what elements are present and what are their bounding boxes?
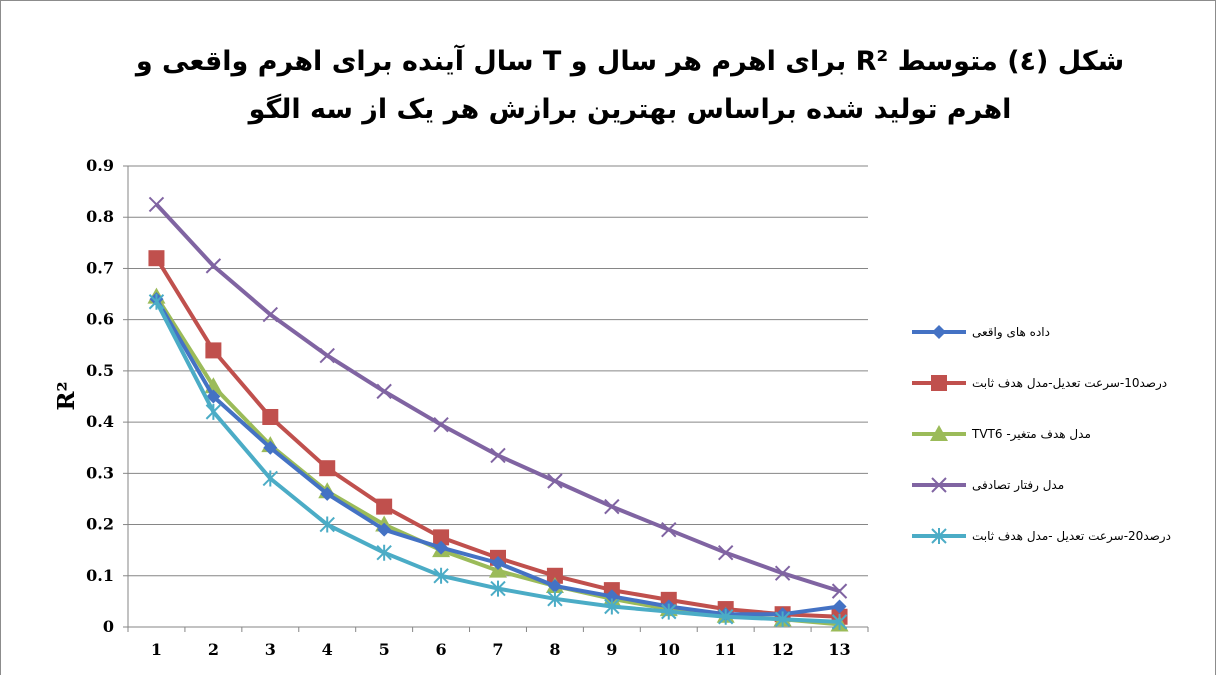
data-point bbox=[547, 590, 563, 607]
legend-marker bbox=[930, 425, 948, 441]
x-axis-ticks: 1 2 3 4 5 6 7 8 9 10 11 12 13 bbox=[127, 627, 869, 659]
legend: داده های واقعی درصد10-سرعت تعدیل-مدل هدف … bbox=[912, 325, 1171, 544]
data-point bbox=[433, 416, 449, 433]
x-tick-label: 2 bbox=[208, 640, 219, 659]
data-point bbox=[433, 567, 449, 584]
x-tick-label: 5 bbox=[379, 640, 390, 659]
data-point bbox=[148, 196, 165, 213]
x-tick-label: 4 bbox=[322, 640, 333, 659]
series-line bbox=[155, 203, 841, 594]
legend-marker bbox=[931, 375, 947, 391]
legend-label: درصد10-سرعت تعدیل-مدل هدف ثابت bbox=[972, 376, 1167, 391]
data-point bbox=[831, 613, 848, 630]
y-tick-label: 0.2 bbox=[86, 515, 114, 534]
data-point bbox=[433, 529, 450, 546]
data-point bbox=[604, 498, 620, 515]
x-tick-label: 13 bbox=[828, 640, 850, 659]
y-tick-label: 0.7 bbox=[86, 258, 114, 277]
data-point bbox=[774, 565, 791, 581]
data-point bbox=[604, 589, 619, 604]
series-group bbox=[147, 196, 849, 632]
y-tick-label: 0.6 bbox=[86, 310, 114, 329]
y-tick-label: 0.4 bbox=[86, 412, 114, 431]
data-point bbox=[376, 544, 392, 561]
data-point bbox=[262, 408, 279, 425]
x-tick-label: 11 bbox=[715, 640, 737, 659]
x-tick-label: 10 bbox=[658, 640, 680, 659]
data-point bbox=[491, 555, 505, 570]
data-point bbox=[319, 347, 335, 364]
data-point bbox=[320, 486, 335, 501]
chart-title: شكل (٤) متوسط R² برای اهرم هر سال و T سا… bbox=[135, 46, 1125, 125]
data-point bbox=[717, 608, 734, 625]
data-point bbox=[661, 603, 677, 620]
x-tick-label: 12 bbox=[771, 640, 793, 659]
data-point bbox=[490, 447, 506, 464]
data-point bbox=[717, 545, 734, 561]
legend-item: مدل رفتار تصادفی bbox=[912, 477, 1064, 493]
data-point bbox=[376, 383, 392, 400]
gridlines bbox=[128, 165, 868, 577]
legend-label: مدل رفتار تصادفی bbox=[972, 478, 1064, 493]
data-point bbox=[319, 460, 336, 477]
data-point bbox=[377, 522, 392, 537]
legend-label: داده های واقعی bbox=[972, 325, 1050, 340]
x-tick-label: 6 bbox=[436, 640, 447, 659]
y-axis-ticks: 0 0.1 0.2 0.3 0.4 0.5 0.6 0.7 0.8 0.9 bbox=[86, 156, 128, 636]
legend-item: درصد20-سرعت تعدیل -مدل هدف ثابت bbox=[912, 528, 1171, 544]
x-tick-label: 7 bbox=[492, 640, 503, 659]
legend-item: داده های واقعی bbox=[912, 325, 1050, 340]
data-point bbox=[205, 258, 222, 274]
data-point bbox=[205, 403, 222, 420]
data-point bbox=[263, 440, 278, 455]
legend-label: درصد20-سرعت تعدیل -مدل هدف ثابت bbox=[972, 529, 1171, 544]
data-point bbox=[546, 567, 563, 584]
x-tick-label: 9 bbox=[606, 640, 617, 659]
data-point bbox=[604, 598, 620, 615]
y-tick-label: 0.9 bbox=[86, 156, 114, 175]
data-point bbox=[148, 250, 165, 267]
y-tick-label: 0.1 bbox=[86, 566, 114, 585]
y-tick-label: 0.8 bbox=[86, 207, 114, 226]
y-axis-label: R² bbox=[53, 381, 80, 410]
data-point bbox=[206, 389, 221, 404]
data-point bbox=[547, 473, 563, 489]
legend-item: TVT6 -مدل هدف متغیر bbox=[912, 425, 1091, 442]
data-point bbox=[148, 293, 165, 310]
data-point bbox=[376, 498, 393, 515]
legend-marker bbox=[932, 325, 946, 339]
data-point bbox=[205, 342, 222, 359]
data-point bbox=[319, 516, 335, 533]
series-5 bbox=[148, 293, 848, 630]
data-point bbox=[490, 580, 506, 597]
x-tick-label: 3 bbox=[265, 640, 276, 659]
data-point bbox=[262, 470, 279, 487]
data-point bbox=[434, 540, 449, 555]
data-point bbox=[661, 521, 677, 538]
legend-marker bbox=[931, 477, 947, 493]
legend-item: درصد10-سرعت تعدیل-مدل هدف ثابت bbox=[912, 375, 1167, 391]
legend-marker bbox=[931, 528, 947, 544]
y-tick-label: 0 bbox=[103, 617, 114, 636]
x-tick-label: 1 bbox=[151, 640, 162, 659]
data-point bbox=[262, 306, 279, 323]
data-point bbox=[547, 579, 562, 594]
data-point bbox=[832, 599, 847, 614]
y-tick-label: 0.3 bbox=[86, 463, 114, 482]
data-point bbox=[774, 611, 791, 628]
legend-label: TVT6 -مدل هدف متغیر bbox=[971, 427, 1091, 442]
x-tick-label: 8 bbox=[549, 640, 560, 659]
data-point bbox=[831, 583, 848, 599]
y-tick-label: 0.5 bbox=[86, 361, 114, 380]
series-4 bbox=[148, 196, 848, 599]
